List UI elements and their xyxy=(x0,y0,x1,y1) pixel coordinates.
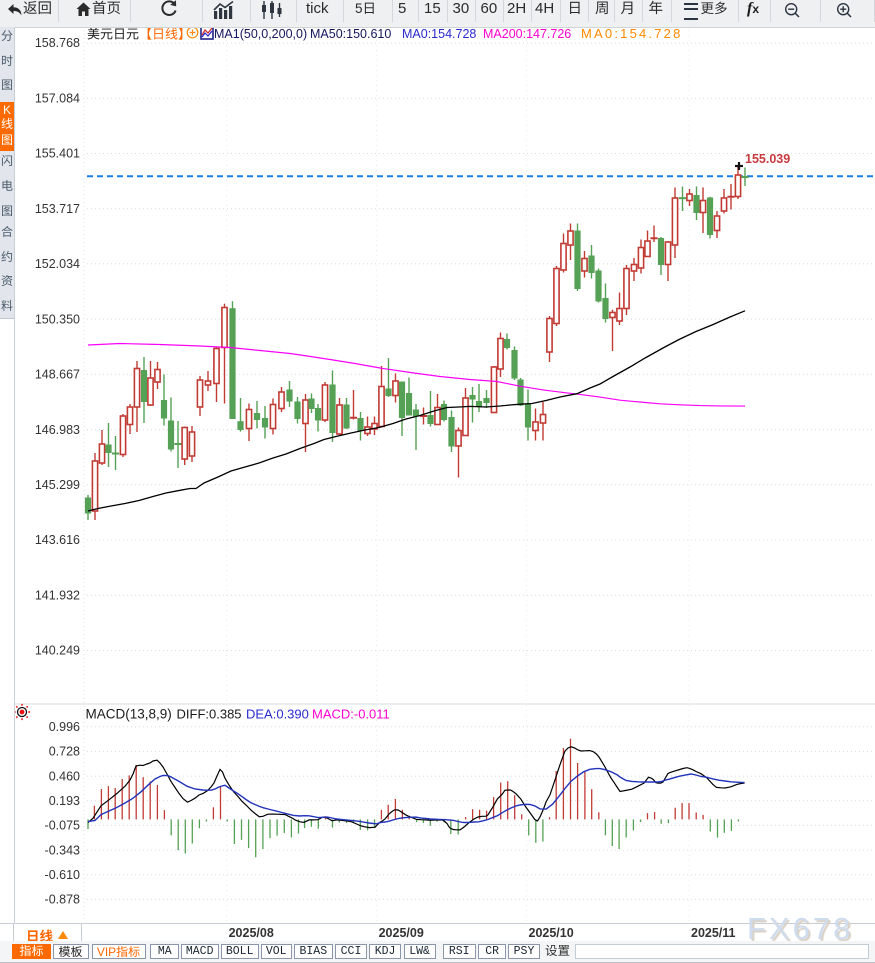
svg-text:152.034: 152.034 xyxy=(35,257,80,271)
svg-text:158.768: 158.768 xyxy=(35,36,80,50)
svg-text:0.460: 0.460 xyxy=(49,769,80,783)
svg-text:0.996: 0.996 xyxy=(49,720,80,734)
svg-text:155.401: 155.401 xyxy=(35,147,80,161)
svg-text:MACD:-0.011: MACD:-0.011 xyxy=(312,707,390,722)
svg-text:-0.075: -0.075 xyxy=(45,819,80,833)
svg-text:140.249: 140.249 xyxy=(35,644,80,658)
svg-text:145.299: 145.299 xyxy=(35,478,80,492)
svg-text:143.616: 143.616 xyxy=(35,533,80,547)
svg-text:0.728: 0.728 xyxy=(49,745,80,759)
svg-text:DEA:0.390: DEA:0.390 xyxy=(246,707,309,722)
svg-text:-0.610: -0.610 xyxy=(45,868,80,882)
svg-text:MA0:154.728: MA0:154.728 xyxy=(402,27,476,41)
svg-text:148.667: 148.667 xyxy=(35,368,80,382)
svg-text:0.193: 0.193 xyxy=(49,794,80,808)
svg-text:141.932: 141.932 xyxy=(35,589,80,603)
svg-text:美元日元: 美元日元 xyxy=(87,27,139,42)
svg-text:157.084: 157.084 xyxy=(35,91,80,105)
svg-text:153.717: 153.717 xyxy=(35,202,80,216)
svg-text:150.350: 150.350 xyxy=(35,312,80,326)
svg-text:146.983: 146.983 xyxy=(35,423,80,437)
svg-text:MA200:147.726: MA200:147.726 xyxy=(483,27,571,41)
svg-text:MA1(50,0,200,0): MA1(50,0,200,0) xyxy=(214,27,307,41)
svg-text:-0.343: -0.343 xyxy=(45,843,80,857)
svg-text:155.039: 155.039 xyxy=(745,152,790,166)
svg-text:MA50:150.610: MA50:150.610 xyxy=(310,27,391,41)
svg-text:【日线】: 【日线】 xyxy=(139,27,191,42)
svg-text:MA0:154.728: MA0:154.728 xyxy=(581,26,683,41)
svg-text:DIFF:0.385: DIFF:0.385 xyxy=(177,707,242,722)
svg-text:-0.878: -0.878 xyxy=(45,893,80,907)
svg-text:MACD(13,8,9): MACD(13,8,9) xyxy=(86,707,172,722)
